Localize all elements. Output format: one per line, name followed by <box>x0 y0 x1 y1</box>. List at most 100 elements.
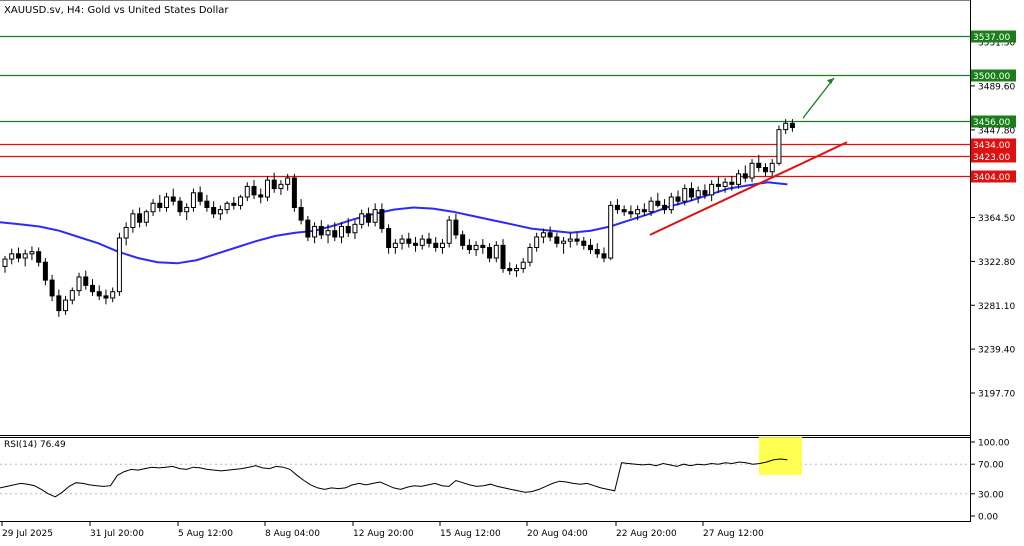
candle-body <box>29 251 35 255</box>
candle-body <box>15 253 21 259</box>
price-tick-label: 3531.30 <box>978 39 1015 49</box>
candle-body <box>318 225 324 236</box>
candle-body <box>433 242 439 248</box>
candle-body <box>264 179 270 198</box>
candle-body <box>749 162 755 179</box>
rsi-tick-label: 30.00 <box>978 490 1004 500</box>
candle-body <box>675 196 681 202</box>
candle-body <box>500 244 506 270</box>
price-tick-label: 3239.40 <box>978 346 1015 356</box>
candle-body <box>116 237 122 293</box>
candle-body <box>554 236 560 244</box>
candle-body <box>527 246 533 263</box>
level-label-box <box>971 170 1016 183</box>
level-label: 3537.00 <box>973 33 1010 43</box>
x-tick-label: 31 Jul 20:00 <box>90 529 144 539</box>
candle-body <box>460 234 466 246</box>
candle-body <box>49 279 55 297</box>
candle-body <box>561 240 567 244</box>
candle-body <box>695 190 701 198</box>
candle-body <box>345 225 351 234</box>
candle-body <box>628 211 634 215</box>
level-label: 3456.00 <box>973 118 1010 128</box>
candle-body <box>63 299 69 312</box>
candle-body <box>164 196 170 209</box>
candle-body <box>473 244 479 251</box>
level-label: 3404.00 <box>973 173 1010 183</box>
candle-body <box>608 204 614 259</box>
candle-body <box>540 232 546 238</box>
level-label-box <box>971 30 1016 43</box>
level-label: 3500.00 <box>973 72 1010 82</box>
x-tick-label: 8 Aug 04:00 <box>265 529 320 539</box>
candle-body <box>291 177 297 209</box>
x-tick-label: 12 Aug 20:00 <box>353 529 414 539</box>
candle-body <box>614 204 620 211</box>
candle-body <box>83 276 89 286</box>
candle-body <box>702 190 708 196</box>
candle-body <box>399 238 405 244</box>
candle-body <box>238 196 244 206</box>
candle-body <box>466 244 472 251</box>
price-tick-label: 3447.80 <box>978 126 1015 136</box>
candle-body <box>507 268 513 272</box>
candle-body <box>762 167 768 173</box>
x-tick-label: 27 Aug 12:00 <box>703 529 764 539</box>
candle-body <box>493 244 499 259</box>
x-tick-label: 20 Aug 04:00 <box>527 529 588 539</box>
candle-body <box>184 207 190 213</box>
candle-body <box>581 240 587 246</box>
candle-body <box>204 200 210 209</box>
candle-body <box>513 268 519 272</box>
candle-body <box>413 242 419 246</box>
candle-body <box>769 162 775 173</box>
candle-body <box>621 209 627 213</box>
candle-body <box>69 290 75 301</box>
candle-body <box>96 291 102 297</box>
candle-body <box>682 188 688 202</box>
support-trendline <box>649 141 848 236</box>
candle-body <box>312 225 318 238</box>
candle-body <box>197 192 203 202</box>
candle-body <box>641 209 647 213</box>
candle-body <box>783 122 789 131</box>
candle-body <box>251 185 257 196</box>
candle-body <box>742 173 748 179</box>
chart-title: XAUUSD.sv, H4: Gold vs United States Dol… <box>4 5 229 16</box>
candle-body <box>110 291 116 299</box>
candle-body <box>520 261 526 270</box>
candle-body <box>36 251 42 263</box>
candle-body <box>278 183 284 190</box>
x-tick-label: 22 Aug 20:00 <box>616 529 677 539</box>
candle-body <box>453 219 459 236</box>
price-tick-label: 3489.60 <box>978 82 1015 92</box>
rsi-line <box>0 458 788 498</box>
candle-body <box>298 207 304 221</box>
rsi-highlight-box <box>759 437 802 475</box>
candle-body <box>655 200 661 206</box>
candle-body <box>258 194 264 198</box>
candle-body <box>22 253 28 259</box>
x-tick-label: 29 Jul 2025 <box>2 529 53 539</box>
level-label: 3423.00 <box>973 153 1010 163</box>
candle-body <box>123 227 129 239</box>
candle-body <box>392 242 398 248</box>
candle-body <box>150 202 156 213</box>
candle-body <box>143 211 149 223</box>
candle-body <box>224 202 230 211</box>
x-tick-label: 15 Aug 12:00 <box>440 529 501 539</box>
candle-body <box>130 213 136 229</box>
candle-body <box>76 276 82 292</box>
candle-body <box>722 181 728 187</box>
candle-body <box>588 244 594 251</box>
candle-body <box>729 181 735 185</box>
candle-body <box>177 200 183 213</box>
x-tick-label: 5 Aug 12:00 <box>178 529 233 539</box>
level-label-box <box>971 69 1016 82</box>
price-tick-label: 3322.80 <box>978 258 1015 268</box>
candle-body <box>688 188 694 198</box>
rsi-tick-label: 100.00 <box>978 439 1010 449</box>
rsi-label: RSI(14) 76.49 <box>4 440 66 450</box>
candle-body <box>231 202 237 206</box>
